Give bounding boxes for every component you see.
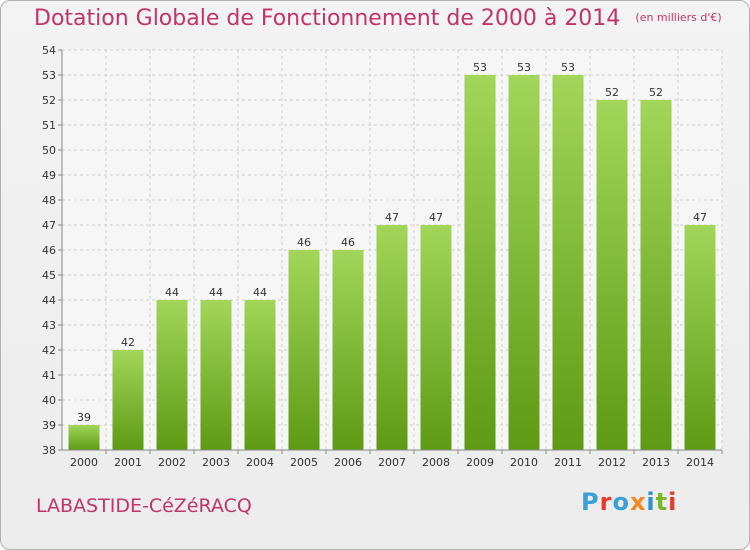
data-label: 52	[649, 86, 663, 99]
y-tick-label: 39	[42, 419, 56, 432]
x-tick-label: 2014	[686, 456, 714, 469]
x-tick-label: 2006	[334, 456, 362, 469]
data-labels: 39 42 44 44 44 46 46 47 47 53 53 53 52 52 47	[77, 61, 707, 424]
x-tick-label: 2009	[466, 456, 494, 469]
y-tick-label: 53	[42, 69, 56, 82]
y-tick-label: 48	[42, 194, 56, 207]
chart-unit: (en milliers d'€)	[635, 11, 722, 24]
bar	[596, 100, 628, 450]
logo-letter: x	[629, 488, 647, 516]
data-label: 42	[121, 336, 135, 349]
x-tick-label: 2008	[422, 456, 450, 469]
commune-name: LABASTIDE-CéZéRACQ	[36, 495, 252, 517]
x-tick-label: 2003	[202, 456, 230, 469]
data-label: 46	[297, 236, 311, 249]
x-tick-label: 2012	[598, 456, 626, 469]
bar	[288, 250, 320, 450]
data-label: 44	[165, 286, 179, 299]
bar	[332, 250, 364, 450]
x-tick-label: 2002	[158, 456, 186, 469]
x-tick-label: 2011	[554, 456, 582, 469]
logo-letter: P	[581, 488, 600, 516]
x-tick-label: 2013	[642, 456, 670, 469]
x-tick-label: 2001	[114, 456, 142, 469]
bar	[508, 75, 540, 450]
bar	[684, 225, 716, 450]
x-tick-label: 2005	[290, 456, 318, 469]
data-label: 46	[341, 236, 355, 249]
logo-letter: t	[655, 488, 669, 516]
y-tick-label: 41	[42, 369, 56, 382]
data-label: 39	[77, 411, 91, 424]
bar	[464, 75, 496, 450]
data-label: 52	[605, 86, 619, 99]
bar	[200, 300, 232, 450]
bar	[552, 75, 584, 450]
proxiti-logo: Proxiti	[581, 488, 677, 516]
bar	[156, 300, 188, 450]
y-tick-label: 46	[42, 244, 56, 257]
x-tick-label: 2000	[70, 456, 98, 469]
data-label: 47	[429, 211, 443, 224]
y-tick-label: 50	[42, 144, 56, 157]
bar	[68, 425, 100, 450]
y-tick-label: 44	[42, 294, 56, 307]
y-tick-label: 54	[42, 44, 56, 57]
chart-title: Dotation Globale de Fonctionnement de 20…	[34, 6, 621, 31]
y-tick-label: 49	[42, 169, 56, 182]
y-tick-label: 47	[42, 219, 56, 232]
y-tick-label: 52	[42, 94, 56, 107]
y-tick-label: 51	[42, 119, 56, 132]
bar	[420, 225, 452, 450]
bar	[376, 225, 408, 450]
y-tick-label: 38	[42, 444, 56, 457]
data-label: 53	[561, 61, 575, 74]
logo-letter: i	[668, 488, 678, 516]
axes: 38 39 40 41 42 43 44 45 46 47 48 49 50 51 52 53 54 2000 20…	[42, 44, 723, 469]
chart-title-block: Dotation Globale de Fonctionnement de 20…	[34, 6, 722, 31]
logo-letter: r	[599, 488, 613, 516]
data-label: 53	[517, 61, 531, 74]
bar	[244, 300, 276, 450]
bars	[68, 75, 716, 450]
bar	[112, 350, 144, 450]
data-label: 47	[385, 211, 399, 224]
x-tick-label: 2004	[246, 456, 274, 469]
y-tick-label: 45	[42, 269, 56, 282]
y-tick-label: 42	[42, 344, 56, 357]
data-label: 44	[209, 286, 223, 299]
logo-letter: i	[646, 488, 656, 516]
data-label: 44	[253, 286, 267, 299]
x-tick-label: 2007	[378, 456, 406, 469]
logo-letter: o	[612, 488, 630, 516]
data-label: 47	[693, 211, 707, 224]
data-label: 53	[473, 61, 487, 74]
y-tick-label: 40	[42, 394, 56, 407]
y-tick-label: 43	[42, 319, 56, 332]
x-tick-label: 2010	[510, 456, 538, 469]
bar	[640, 100, 672, 450]
